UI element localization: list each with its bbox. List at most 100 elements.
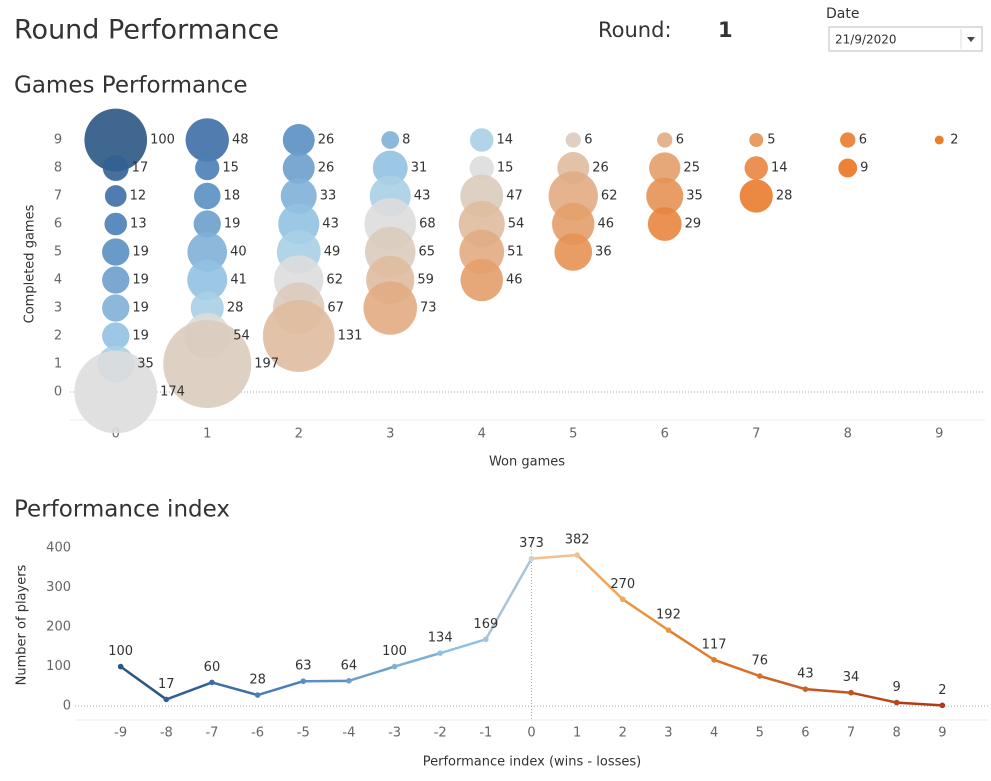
bubble [104, 212, 128, 236]
point [893, 699, 900, 706]
x-tick-label: 1 [573, 726, 581, 741]
line-segment [211, 681, 258, 697]
data-label: 174 [160, 385, 185, 400]
point [483, 636, 489, 643]
data-label: 131 [338, 329, 363, 344]
bubble [657, 132, 673, 148]
point [300, 678, 307, 685]
x-tick-label: -3 [388, 726, 401, 741]
point [939, 702, 946, 709]
point [437, 650, 444, 656]
point [346, 678, 352, 684]
line-segment [576, 554, 624, 601]
data-label: 46 [598, 217, 615, 232]
data-label: 100 [108, 644, 133, 659]
bubble [280, 177, 317, 215]
y-tick-label: 8 [54, 161, 62, 176]
point [848, 689, 854, 696]
x-tick-label: 4 [478, 427, 486, 442]
bubble [565, 132, 581, 148]
data-label: 41 [230, 273, 247, 288]
data-label: 46 [506, 273, 523, 288]
data-label: 59 [417, 273, 434, 288]
chart-title: Games Performance [14, 73, 248, 99]
bubble [102, 155, 129, 181]
x-tick-label: -2 [434, 726, 447, 741]
data-label: 26 [318, 161, 335, 176]
y-tick-label: 300 [46, 580, 71, 595]
date-dropdown[interactable]: 21/9/2020 [828, 26, 983, 52]
data-label: 15 [222, 161, 239, 176]
y-tick-label: 0 [54, 385, 62, 400]
data-label: 64 [341, 658, 358, 673]
bubble [840, 132, 856, 148]
bubble [646, 177, 684, 215]
bubble [262, 300, 335, 372]
y-tick-label: 6 [54, 217, 62, 232]
data-label: 68 [419, 217, 436, 232]
x-tick-label: 7 [847, 726, 855, 741]
bubble [102, 266, 130, 294]
point [528, 555, 535, 562]
line-segment [484, 557, 533, 640]
x-tick-label: 6 [661, 427, 669, 442]
data-label: 35 [137, 357, 154, 372]
data-label: 9 [893, 680, 901, 695]
x-tick-label: 9 [938, 726, 946, 741]
x-tick-label: -9 [114, 726, 127, 741]
data-label: 29 [685, 217, 702, 232]
point [117, 663, 124, 670]
line-segment [119, 665, 168, 701]
data-label: 100 [150, 133, 175, 148]
y-tick-label: 200 [46, 620, 71, 635]
data-label: 62 [326, 273, 343, 288]
data-label: 28 [227, 301, 244, 316]
point [574, 552, 580, 558]
x-tick-label: 1 [203, 427, 211, 442]
point [756, 673, 763, 679]
data-label: 54 [233, 329, 250, 344]
data-label: 19 [224, 217, 241, 232]
point [163, 696, 170, 703]
data-label: 76 [751, 654, 768, 669]
dropdown-box[interactable] [828, 26, 983, 52]
bubble [469, 155, 494, 181]
x-tick-label: 6 [801, 726, 809, 741]
date-value[interactable]: 21/9/2020 [835, 33, 897, 47]
y-axis-title: Completed games [23, 204, 38, 323]
x-tick-label: 3 [664, 726, 672, 741]
page-title: Round Performance [14, 15, 279, 46]
x-tick-label: 8 [893, 726, 901, 741]
line-segment [439, 638, 487, 655]
bubble [647, 207, 682, 241]
data-label: 54 [508, 217, 525, 232]
data-label: 382 [565, 533, 590, 548]
y-tick-label: 0 [63, 699, 71, 714]
data-label: 40 [230, 245, 247, 260]
bubble [744, 156, 768, 180]
data-label: 2 [938, 683, 946, 698]
bubble [74, 350, 158, 434]
y-tick-label: 400 [46, 540, 71, 555]
line-segment [165, 681, 213, 701]
bubble [739, 179, 773, 213]
line-segment [394, 651, 441, 668]
y-tick-label: 4 [54, 273, 62, 288]
bubble [470, 128, 494, 152]
data-label: 2 [950, 133, 958, 148]
data-label: 43 [797, 667, 814, 682]
data-label: 26 [592, 161, 609, 176]
y-tick-label: 7 [54, 189, 62, 204]
data-label: 18 [224, 189, 241, 204]
dropdown-arrow[interactable] [967, 37, 975, 42]
data-label: 25 [683, 161, 700, 176]
data-label: 117 [702, 637, 727, 652]
data-label: 17 [158, 677, 175, 692]
bubbles [74, 108, 944, 434]
data-label: 43 [414, 189, 431, 204]
data-label: 43 [322, 217, 339, 232]
bubble [193, 182, 221, 210]
line-segment [622, 598, 670, 632]
bubble [554, 233, 593, 271]
